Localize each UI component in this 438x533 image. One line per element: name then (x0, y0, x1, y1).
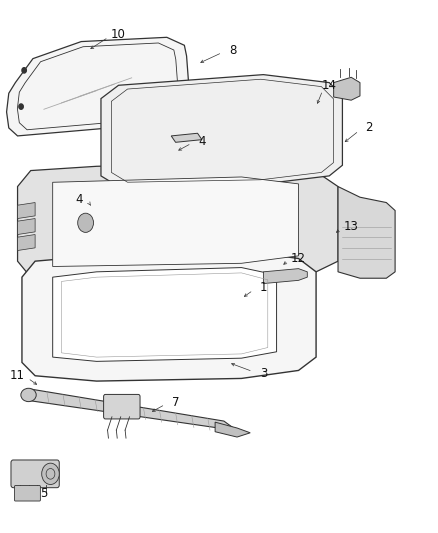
Polygon shape (18, 219, 35, 235)
Text: 10: 10 (111, 28, 126, 41)
Text: 14: 14 (321, 79, 336, 92)
Text: 8: 8 (229, 44, 236, 57)
Polygon shape (7, 37, 188, 136)
Circle shape (78, 213, 93, 232)
Text: 4: 4 (198, 135, 205, 148)
FancyBboxPatch shape (14, 486, 40, 501)
Polygon shape (18, 203, 35, 219)
Circle shape (42, 463, 59, 484)
Polygon shape (18, 235, 35, 251)
Polygon shape (53, 268, 276, 361)
Polygon shape (53, 177, 298, 266)
Polygon shape (215, 422, 250, 437)
Circle shape (19, 104, 23, 109)
Text: 12: 12 (290, 252, 305, 265)
Ellipse shape (21, 388, 36, 402)
Text: 7: 7 (171, 396, 179, 409)
Polygon shape (337, 187, 394, 278)
Text: 2: 2 (364, 122, 372, 134)
Polygon shape (171, 133, 201, 142)
Text: 5: 5 (40, 487, 47, 499)
Text: 11: 11 (10, 369, 25, 382)
Text: 13: 13 (343, 220, 358, 233)
Text: 4: 4 (75, 193, 83, 206)
Polygon shape (18, 163, 337, 280)
Polygon shape (263, 269, 307, 284)
Circle shape (22, 68, 26, 73)
Polygon shape (22, 251, 315, 381)
Polygon shape (101, 75, 342, 187)
FancyBboxPatch shape (103, 394, 140, 419)
Text: 3: 3 (259, 367, 266, 379)
Polygon shape (333, 77, 359, 100)
Text: 1: 1 (259, 281, 267, 294)
Polygon shape (31, 389, 237, 431)
FancyBboxPatch shape (11, 460, 59, 488)
